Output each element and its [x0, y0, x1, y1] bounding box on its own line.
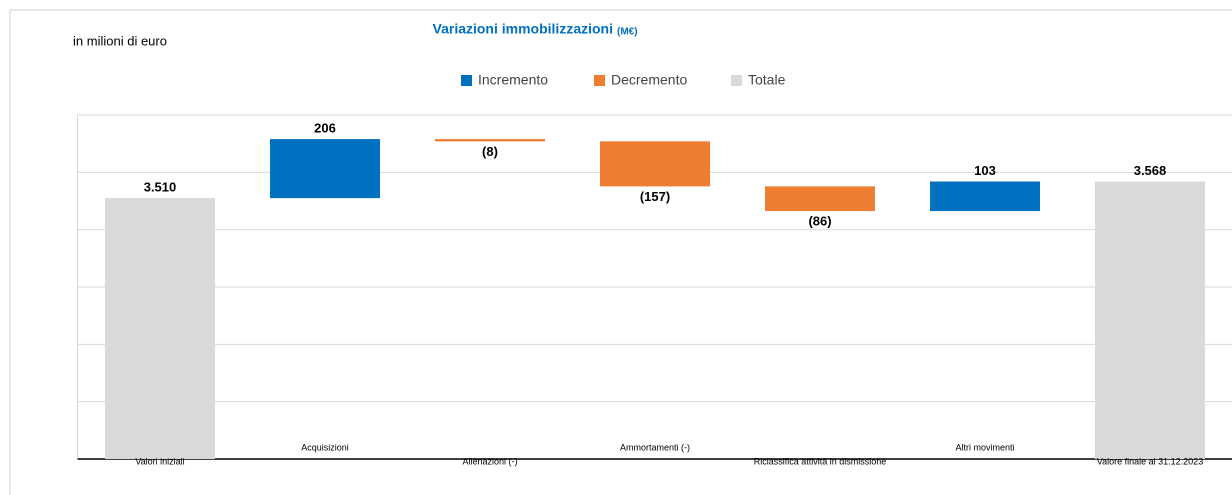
bar [765, 186, 875, 212]
data-label: (86) [808, 213, 831, 228]
data-label: (8) [482, 144, 498, 159]
legend-label: Decremento [611, 72, 687, 88]
x-tick-label: Alienazioni (-) [462, 456, 517, 466]
data-label: (157) [640, 189, 670, 204]
data-label: 206 [314, 121, 336, 136]
data-label: 3.510 [144, 180, 177, 195]
subtitle: in milioni di euro [73, 33, 167, 48]
bar [270, 139, 380, 199]
legend-swatch [731, 75, 742, 86]
x-tick-label: Acquisizioni [301, 442, 349, 452]
data-label: 3.568 [1134, 163, 1167, 178]
chart-title: Variazioni immobilizzazioni [433, 21, 613, 37]
data-label: 103 [974, 163, 996, 178]
x-tick-label: Valori iniziali [135, 456, 184, 466]
bar [1095, 181, 1205, 460]
chart-title-unit: (M€) [617, 27, 638, 38]
bar [105, 198, 215, 459]
x-tick-label: Valore finale al 31.12.2023 [1097, 456, 1203, 466]
x-tick-label: Riclassifica attività in dismissione [754, 456, 887, 466]
bar [600, 141, 710, 187]
bar [435, 139, 545, 142]
legend-label: Incremento [478, 72, 548, 88]
x-tick-label: Altri movimenti [955, 442, 1014, 452]
legend-swatch [594, 75, 605, 86]
bar [930, 181, 1040, 212]
legend-label: Totale [748, 72, 786, 88]
legend-swatch [461, 75, 472, 86]
x-tick-label: Ammortamenti (-) [620, 442, 690, 452]
